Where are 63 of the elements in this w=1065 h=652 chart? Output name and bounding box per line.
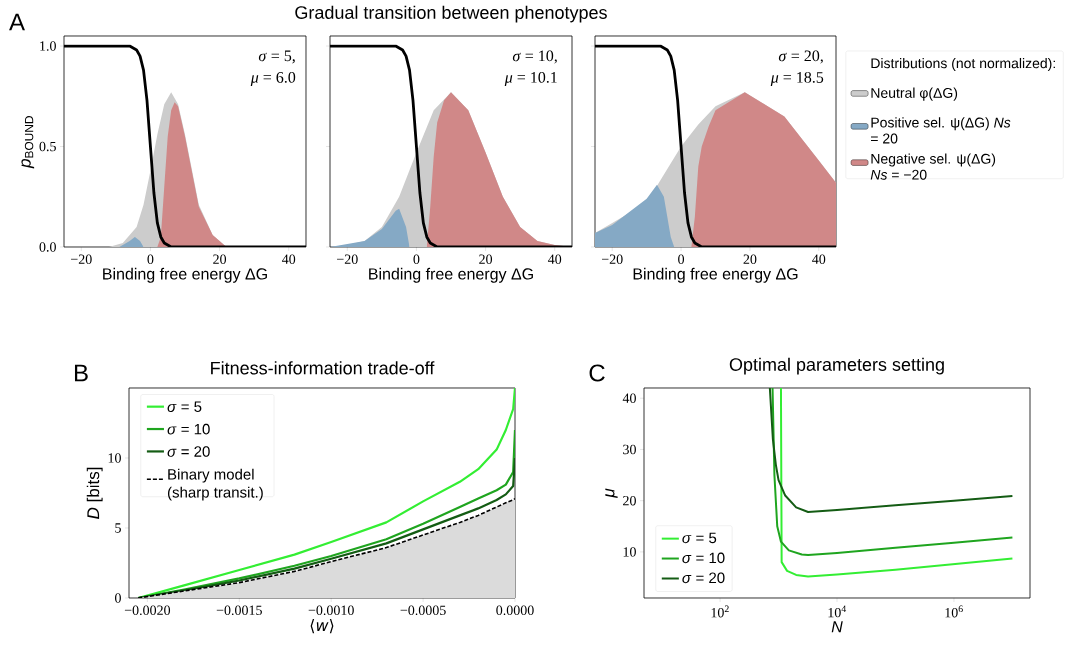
x-axis-title: Binding free energy ΔG <box>633 267 798 283</box>
legend-label: σ = 5 <box>682 532 717 544</box>
y-tick-label: 10 <box>108 453 121 463</box>
y-axis-title: μ <box>605 488 618 499</box>
x-tick-label: 10$^{2}$ <box>711 605 729 618</box>
x-tick-label: −20 <box>71 254 92 264</box>
x-tick-label: 40 <box>281 254 296 264</box>
x-axis-title: Binding free energy ΔG <box>103 267 267 283</box>
x-tick-label: 20 <box>743 254 757 264</box>
line-series <box>137 387 516 598</box>
chart-title: Fitness-information trade-off <box>211 361 435 375</box>
x-tick-label: 40 <box>547 254 562 264</box>
legend-label: σ = 10 <box>167 423 210 435</box>
y-tick-label: 0.5 <box>39 141 56 152</box>
x-tick-label: 10$^{4}$ <box>828 605 847 618</box>
annotation: μ = 18.5 <box>770 71 824 87</box>
legend-label: σ = 5 <box>167 401 202 412</box>
legend-title: Distributions (not normalized): <box>871 57 1055 72</box>
text: C <box>589 364 605 382</box>
x-tick-label: 20 <box>213 254 227 264</box>
x-tick-label: 0 <box>678 254 685 264</box>
legend-label: Binary model (sharp transit.) <box>167 468 263 501</box>
x-tick-label: 0 <box>413 254 420 264</box>
x-axis-title: N <box>831 621 843 633</box>
x-tick-label: −0.0010 <box>308 605 354 616</box>
text: A <box>9 13 25 31</box>
x-tick-label: −0.0015 <box>216 605 262 616</box>
x-axis-title: Binding free energy ΔG <box>369 267 533 283</box>
x-tick-label: −0.0020 <box>124 605 171 616</box>
y-tick-label: 0.0 <box>39 242 56 252</box>
y-tick-label: 0 <box>115 593 121 603</box>
y-tick-label: 1.0 <box>40 41 56 51</box>
chart-title: Gradual transition between phenotypes <box>295 5 607 23</box>
x-tick-label: −0.0005 <box>400 605 446 616</box>
text: Positive sel. ψ(ΔG) Ns = 20 <box>871 117 1011 144</box>
x-tick-label: 20 <box>479 254 493 264</box>
annotation: μ = 10.1 <box>504 71 557 87</box>
annotation: σ = 20, <box>778 50 823 64</box>
x-tick-label: −20 <box>601 254 623 264</box>
legend-label: σ = 10 <box>682 552 725 564</box>
legend-label: Neutral φ(ΔG) <box>871 87 958 101</box>
y-tick-label: 10 <box>623 547 636 557</box>
annotation: μ = 6.0 <box>250 71 296 87</box>
x-tick-label: 40 <box>812 254 826 264</box>
chart-title: Optimal parameters setting <box>729 357 944 375</box>
x-axis-title: ⟨w⟩ <box>310 618 334 634</box>
y-tick-label: 40 <box>622 393 636 403</box>
x-tick-label: −20 <box>337 254 358 264</box>
y-tick-label: 5 <box>115 523 121 533</box>
y-tick-label: 20 <box>623 495 636 506</box>
x-tick-label: 10$^{6}$ <box>945 605 963 618</box>
annotation: σ = 5, <box>258 50 295 64</box>
y-axis-title: D [bits] <box>86 467 103 519</box>
annotation: σ = 10, <box>512 50 557 64</box>
x-tick-label: 0 <box>147 254 154 264</box>
line-series <box>137 456 516 598</box>
legend-label: σ = 20 <box>167 446 210 457</box>
x-tick-label: 0.0000 <box>496 605 534 616</box>
legend-label: σ = 20 <box>682 572 725 584</box>
y-axis-title: p$_{BOUND}$ <box>21 116 35 169</box>
y-tick-label: 30 <box>623 444 636 455</box>
text: B <box>74 364 88 382</box>
legend-label: Negative sel. ψ(ΔG) Ns = −20 <box>870 153 996 180</box>
